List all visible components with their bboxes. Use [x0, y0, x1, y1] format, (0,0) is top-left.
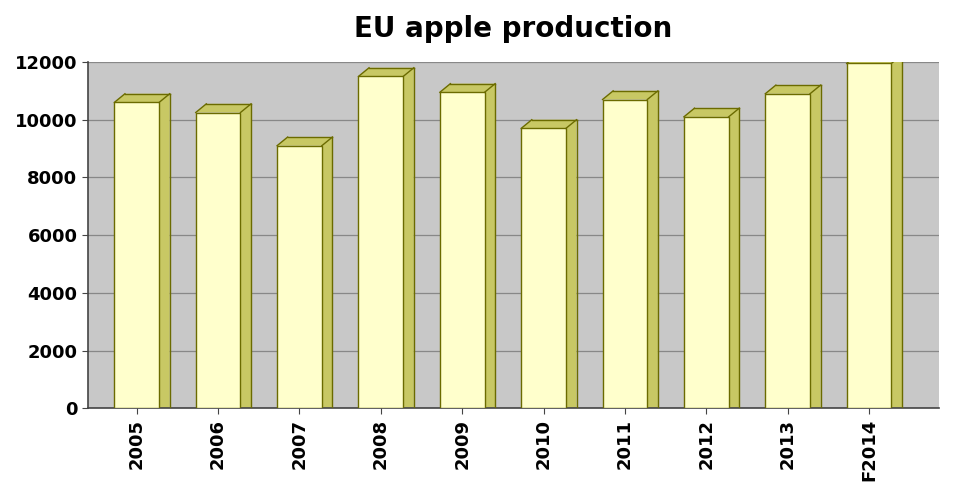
Polygon shape: [439, 84, 495, 92]
Title: EU apple production: EU apple production: [354, 15, 672, 43]
Polygon shape: [683, 108, 739, 117]
Bar: [358, 76, 403, 408]
Polygon shape: [114, 94, 170, 102]
Polygon shape: [845, 55, 901, 63]
Bar: [845, 63, 890, 408]
Bar: [276, 146, 321, 408]
Polygon shape: [240, 104, 251, 408]
Polygon shape: [159, 94, 170, 408]
Polygon shape: [809, 85, 820, 408]
Bar: [520, 128, 565, 408]
Bar: [683, 117, 728, 408]
Polygon shape: [276, 137, 332, 146]
Polygon shape: [520, 120, 576, 128]
Bar: [114, 102, 159, 408]
Polygon shape: [321, 137, 332, 408]
Bar: [764, 94, 809, 408]
Polygon shape: [647, 91, 658, 408]
Bar: [439, 92, 484, 408]
Bar: [195, 113, 240, 408]
Polygon shape: [565, 120, 576, 408]
Polygon shape: [728, 108, 739, 408]
Polygon shape: [358, 68, 414, 76]
Polygon shape: [484, 84, 495, 408]
Polygon shape: [890, 55, 901, 408]
Polygon shape: [602, 91, 658, 100]
Polygon shape: [764, 85, 820, 94]
Polygon shape: [195, 104, 251, 113]
Polygon shape: [403, 68, 414, 408]
Bar: [602, 100, 647, 408]
